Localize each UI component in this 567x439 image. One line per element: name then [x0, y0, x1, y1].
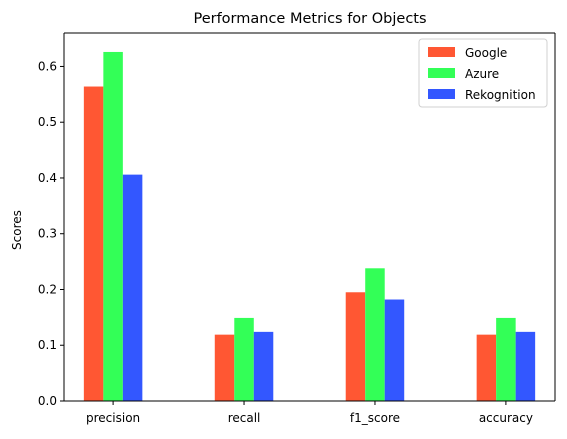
bar-rekognition-accuracy [515, 331, 536, 401]
legend-label-google: Google [465, 46, 507, 60]
legend-label-azure: Azure [465, 67, 499, 81]
y-axis-label: Scores [10, 210, 24, 250]
bar-azure-precision [103, 51, 123, 401]
bar-rekognition-f1_score [384, 299, 405, 401]
bar-azure-recall [234, 317, 254, 401]
legend-label-rekognition: Rekognition [465, 88, 536, 102]
bar-rekognition-recall [253, 331, 274, 401]
bar-google-recall [214, 334, 235, 401]
bar-rekognition-precision [122, 174, 143, 401]
legend-swatch-azure [428, 68, 455, 78]
y-tick-label: 0.6 [38, 59, 57, 73]
bar-azure-f1_score [365, 268, 385, 401]
y-tick-label: 0.3 [38, 227, 57, 241]
y-tick-label: 0.2 [38, 282, 57, 296]
legend: Google Azure Rekognition [418, 38, 548, 108]
x-tick-label: accuracy [479, 411, 533, 425]
legend-swatch-rekognition [428, 89, 455, 99]
y-tick-label: 0.5 [38, 115, 57, 129]
x-tick-label: precision [86, 411, 140, 425]
chart-title: Performance Metrics for Objects [193, 11, 426, 27]
bar-google-f1_score [345, 292, 366, 401]
bar-azure-accuracy [496, 317, 516, 401]
bar-google-precision [83, 86, 104, 401]
x-tick-label: recall [228, 411, 261, 425]
y-tick-label: 0.4 [38, 171, 57, 185]
y-tick-label: 0.1 [38, 338, 57, 352]
bar-google-accuracy [476, 334, 497, 401]
y-tick-label: 0.0 [38, 394, 57, 408]
legend-swatch-google [428, 47, 455, 57]
x-tick-label: f1_score [350, 411, 400, 425]
plot-area: 0.0 0.1 0.2 0.3 0.4 0.5 0.6 precision recall f1_s… [38, 32, 556, 425]
